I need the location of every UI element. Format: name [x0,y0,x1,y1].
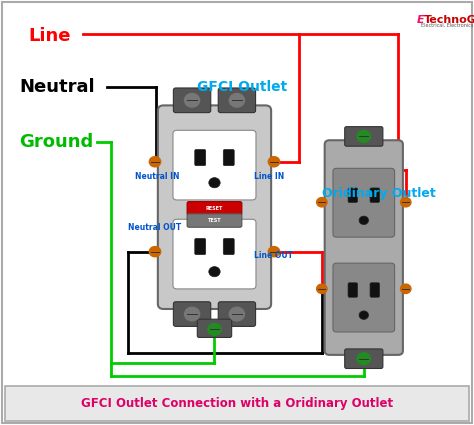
Circle shape [317,284,327,294]
Text: GFCI Outlet Connection with a Oridinary Outlet: GFCI Outlet Connection with a Oridinary … [81,397,393,410]
Text: TechnoG: TechnoG [424,15,474,25]
FancyBboxPatch shape [370,188,380,202]
FancyBboxPatch shape [370,283,380,297]
FancyBboxPatch shape [195,238,206,255]
Circle shape [229,307,245,321]
FancyBboxPatch shape [187,201,242,215]
Circle shape [184,307,200,321]
Circle shape [357,353,370,365]
FancyBboxPatch shape [223,238,234,255]
Circle shape [209,178,220,188]
Text: Line: Line [28,27,71,45]
FancyBboxPatch shape [348,188,357,202]
Text: Line IN: Line IN [254,172,284,181]
Text: Line OUT: Line OUT [254,250,292,260]
Circle shape [184,94,200,107]
FancyBboxPatch shape [333,263,394,332]
FancyBboxPatch shape [348,283,357,297]
Circle shape [357,130,370,142]
FancyBboxPatch shape [197,319,232,337]
FancyBboxPatch shape [158,105,271,309]
Text: GFCI Outlet: GFCI Outlet [197,80,287,94]
FancyBboxPatch shape [195,150,206,166]
FancyBboxPatch shape [187,214,242,227]
Text: Oridinary Outlet: Oridinary Outlet [322,187,436,200]
FancyBboxPatch shape [173,88,211,113]
FancyBboxPatch shape [173,219,256,289]
Circle shape [268,246,280,257]
Text: Neutral: Neutral [19,78,95,96]
FancyBboxPatch shape [345,349,383,368]
Circle shape [208,323,221,335]
Text: Ground: Ground [19,133,93,151]
Circle shape [359,216,368,224]
Circle shape [149,246,161,257]
Text: Electrical, Electronics & Technology: Electrical, Electronics & Technology [421,23,474,28]
Circle shape [401,198,411,207]
Text: Neutral IN: Neutral IN [135,172,180,181]
Text: Neutral OUT: Neutral OUT [128,223,181,232]
FancyBboxPatch shape [218,302,255,326]
Circle shape [317,198,327,207]
FancyBboxPatch shape [345,127,383,146]
Text: E: E [417,15,425,25]
Circle shape [149,157,161,167]
Circle shape [401,284,411,294]
FancyBboxPatch shape [333,168,394,237]
FancyBboxPatch shape [223,150,234,166]
Bar [5,386,469,421]
Text: TEST: TEST [208,218,221,223]
FancyBboxPatch shape [218,88,255,113]
Circle shape [209,266,220,277]
Circle shape [268,157,280,167]
FancyBboxPatch shape [325,140,403,355]
Circle shape [229,94,245,107]
Text: RESET: RESET [206,206,223,211]
FancyBboxPatch shape [173,130,256,200]
FancyBboxPatch shape [173,302,211,326]
Circle shape [359,311,368,320]
